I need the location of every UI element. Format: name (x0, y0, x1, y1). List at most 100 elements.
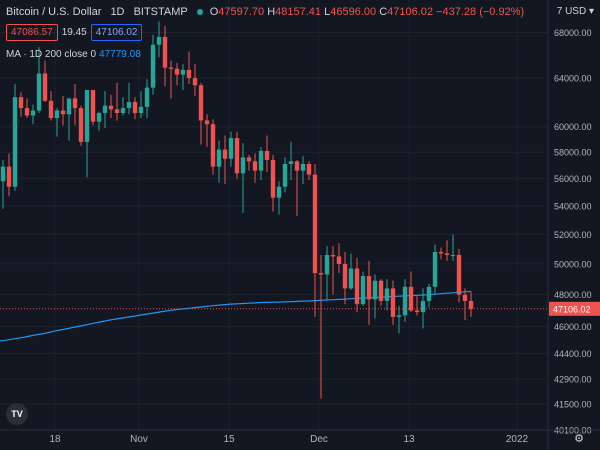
candle-body (234, 138, 240, 174)
candle-body (84, 89, 90, 142)
currency-prefix: 7 (556, 6, 563, 17)
x-tick-label: 18 (49, 434, 61, 445)
candle-body (174, 68, 180, 75)
interval-label[interactable]: 1D (110, 6, 125, 18)
y-tick-label: 48000.00 (554, 290, 592, 300)
open-label: O (209, 6, 219, 18)
candle-body (18, 97, 24, 109)
ma-legend[interactable]: MA · 1D 200 close 0 47779.08 (6, 49, 141, 60)
candle-body (156, 36, 162, 45)
candle-body (324, 254, 330, 275)
ma-label: MA · 1D 200 close 0 (6, 49, 97, 60)
candle-body (228, 138, 234, 159)
candle-body (78, 108, 84, 142)
y-tick-label: 64000.00 (554, 74, 592, 84)
candle-body (108, 105, 114, 110)
buy-button[interactable]: 47106.02 (90, 24, 143, 41)
y-tick-label: 50000.00 (554, 259, 592, 269)
candle-body (48, 100, 54, 118)
candle-body (348, 268, 354, 289)
y-tick-label: 46000.00 (554, 322, 592, 332)
candle-body (6, 166, 12, 187)
change-value: −437.28 (−0.92%) (436, 6, 525, 18)
candle-body (384, 288, 390, 301)
candle-body (54, 110, 60, 118)
candle-body (270, 160, 276, 198)
symbol-title[interactable]: Bitcoin / U.S. Dollar (6, 6, 102, 18)
candle-body (372, 280, 378, 300)
candle-body (12, 97, 18, 187)
y-tick-label: 44400.00 (554, 349, 592, 359)
currency-selector[interactable]: 7 USD ▾ (557, 6, 594, 17)
candle-body (138, 106, 144, 114)
sell-button[interactable]: 47086.57 (6, 24, 58, 41)
candle-body (408, 286, 414, 311)
x-tick-label: 15 (223, 434, 235, 445)
candle-body (468, 300, 474, 309)
candle-body (66, 98, 72, 115)
candle-body (150, 44, 156, 88)
tradingview-logo[interactable]: TV (6, 403, 28, 425)
candle-body (36, 73, 42, 111)
candle-body (102, 105, 108, 114)
ma-value: 47779.08 (99, 49, 141, 60)
candle-body (426, 286, 432, 301)
y-tick-label: 58000.00 (554, 148, 592, 158)
symbol-header: Bitcoin / U.S. Dollar 1D BITSTAMP O47597… (6, 6, 524, 18)
candle-body (198, 85, 204, 121)
candle-body (378, 280, 384, 301)
logo-text: TV (11, 409, 23, 419)
candle-body (318, 273, 324, 275)
spread-value: 19.45 (61, 27, 87, 38)
candle-body (90, 89, 96, 122)
gear-icon[interactable]: ⚙ (574, 433, 584, 445)
high-value: 48157.41 (275, 6, 322, 18)
candle-body (168, 67, 174, 69)
low-label: L (324, 6, 331, 18)
candles-layer (0, 21, 474, 399)
time-axis[interactable]: 18 Nov 15 Dec 13 2022 (0, 429, 600, 445)
candle-body (444, 253, 450, 255)
candle-body (288, 161, 294, 164)
candle-body (252, 161, 258, 171)
candle-body (402, 286, 408, 316)
candle-body (132, 102, 138, 114)
candle-body (336, 256, 342, 264)
last-price-label: 47106.02 (553, 304, 591, 314)
candle-body (192, 78, 198, 86)
candle-body (342, 263, 348, 289)
candle-body (42, 73, 48, 101)
candle-body (72, 98, 78, 109)
price-axis[interactable]: 68000.00 64000.00 60000.00 58000.00 56000.00… (547, 0, 592, 450)
candle-body (462, 294, 468, 301)
candle-body (306, 163, 312, 175)
candle-body (312, 174, 318, 274)
candle-body (24, 108, 30, 116)
y-tick-label: 56000.00 (554, 174, 592, 184)
candle-body (60, 110, 66, 115)
candle-body (204, 120, 210, 125)
candle-body (216, 149, 222, 167)
candle-body (354, 268, 360, 305)
candle-body (438, 251, 444, 254)
exchange-label: BITSTAMP (133, 6, 188, 18)
candle-body (162, 36, 168, 68)
candle-body (414, 310, 420, 313)
candle-body (300, 163, 306, 171)
chevron-down-icon: ▾ (588, 6, 594, 17)
candle-body (456, 254, 462, 295)
market-status-icon (196, 9, 203, 16)
candle-body (120, 108, 126, 114)
high-label: H (267, 6, 276, 18)
y-tick-label: 42900.00 (554, 375, 592, 385)
candle-body (30, 110, 36, 116)
candle-body (264, 150, 270, 161)
candle-body (222, 149, 228, 159)
candle-body (126, 102, 132, 109)
candle-body (210, 124, 216, 167)
y-tick-label: 52000.00 (554, 230, 592, 240)
candle-body (186, 69, 192, 79)
candle-body (432, 251, 438, 287)
candle-body (330, 254, 336, 257)
